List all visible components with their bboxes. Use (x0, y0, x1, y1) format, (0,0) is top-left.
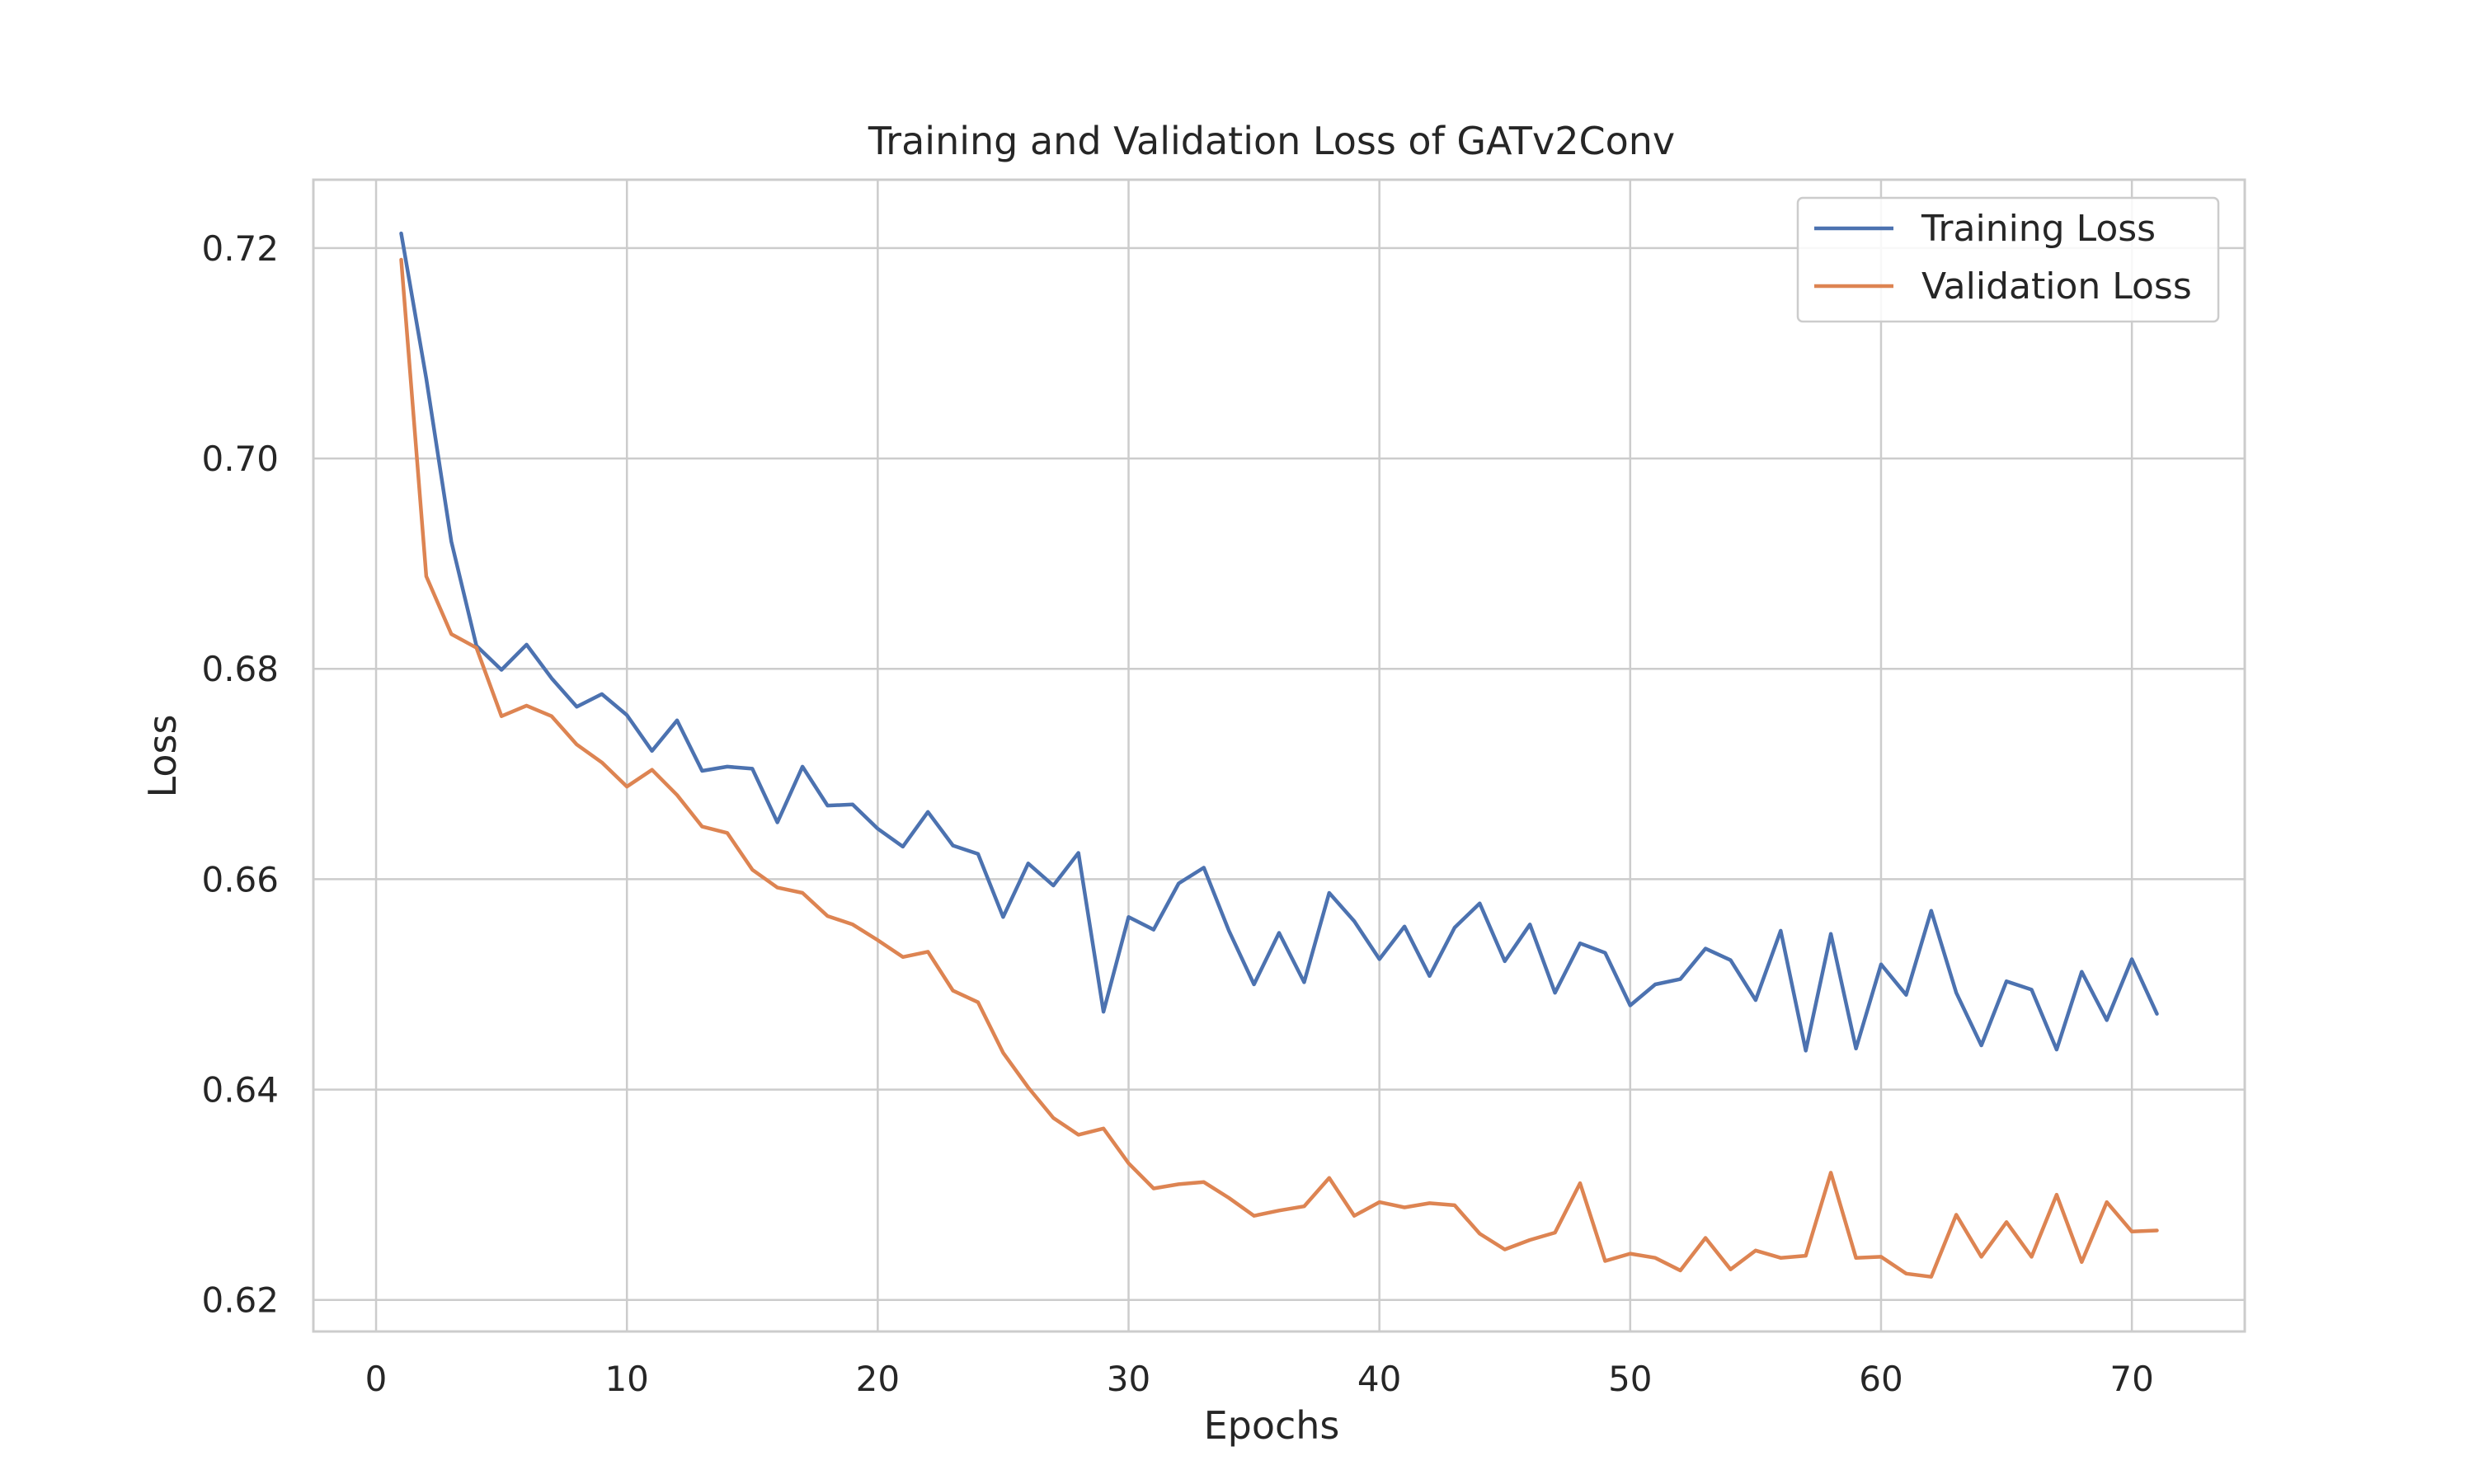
y-tick-label: 0.62 (201, 1280, 279, 1321)
grid-lines (313, 180, 2245, 1331)
series-lines (399, 231, 2159, 1279)
x-tick-label: 60 (1859, 1359, 1903, 1399)
x-tick-label: 50 (1608, 1359, 1652, 1399)
y-axis-label: Loss (140, 715, 185, 798)
x-tick-label: 30 (1107, 1359, 1150, 1399)
legend-label-validation-loss: Validation Loss (1921, 265, 2192, 308)
y-tick-label: 0.72 (201, 228, 279, 269)
x-tick-label: 70 (2109, 1359, 2153, 1399)
x-tick-labels: 0 10 20 30 40 50 60 70 (365, 1359, 2154, 1399)
x-tick-label: 10 (604, 1359, 648, 1399)
legend: Training Loss Validation Loss (1796, 196, 2220, 323)
x-tick-label: 40 (1357, 1359, 1401, 1399)
y-tick-label: 0.68 (201, 649, 279, 689)
x-tick-label: 20 (856, 1359, 900, 1399)
series-line-validation-loss (399, 257, 2159, 1279)
y-tick-label: 0.70 (201, 439, 279, 479)
y-tick-label: 0.64 (201, 1070, 279, 1111)
x-tick-label: 0 (365, 1359, 388, 1399)
series-line-training-loss (399, 231, 2159, 1053)
plot-frame (312, 178, 2246, 1333)
chart-title: Training and Validation Loss of GATv2Con… (868, 119, 1675, 163)
y-tick-label: 0.66 (201, 859, 279, 899)
legend-label-training-loss: Training Loss (1921, 208, 2156, 250)
y-tick-labels: 0.62 0.64 0.66 0.68 0.70 0.72 (201, 228, 279, 1321)
legend-box (1796, 196, 2220, 323)
x-axis-label: Epochs (1204, 1403, 1340, 1448)
